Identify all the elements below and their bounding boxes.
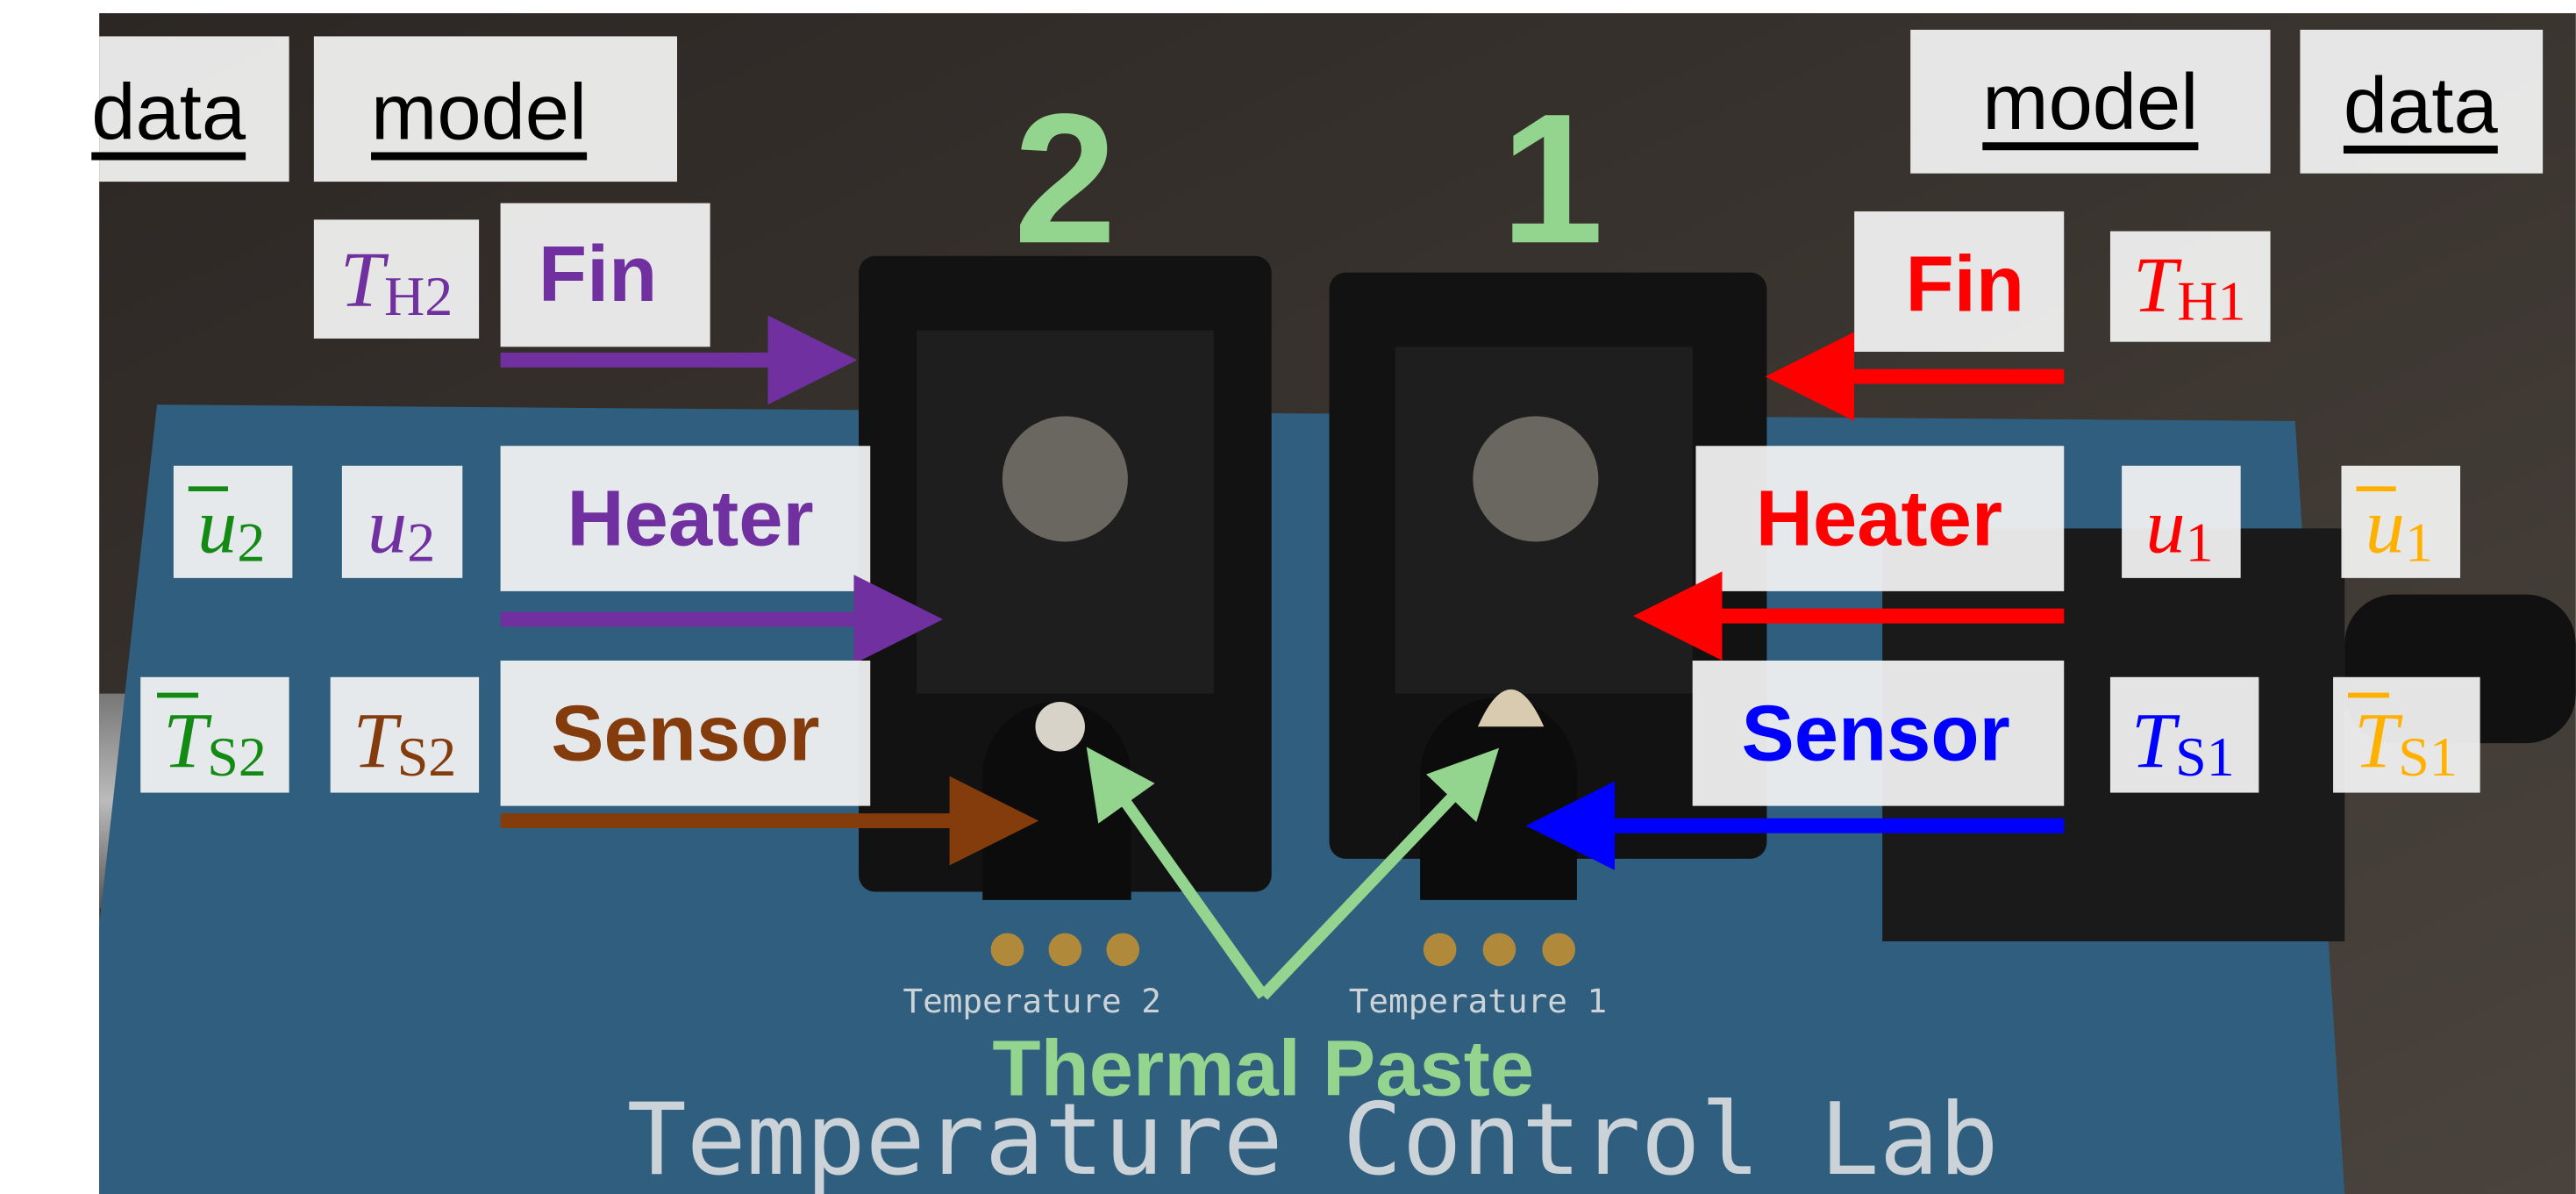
- label-box: [1854, 211, 2065, 352]
- heater-1-screw: [1473, 416, 1599, 542]
- symbol-box: [313, 219, 480, 339]
- label-sensor: Sensor: [1742, 689, 2010, 777]
- header-data: data: [91, 68, 246, 157]
- thermal-paste-1: [1477, 689, 1545, 727]
- heater-2-screw: [1002, 416, 1128, 542]
- symbol-T-H1: TH1: [2133, 240, 2245, 332]
- label-box: [1695, 446, 2065, 591]
- heater-number: 2: [1014, 75, 1117, 282]
- symbol-box: [2341, 465, 2461, 578]
- label-box: [500, 203, 710, 347]
- symbol-box: [330, 676, 480, 793]
- label-heater: Heater: [567, 475, 813, 563]
- symbol-box: [173, 465, 293, 578]
- arrow-paste-1: [1259, 747, 1500, 1000]
- header-model: model: [371, 68, 587, 157]
- label-fin: Fin: [539, 230, 657, 318]
- label-sensor: Sensor: [551, 689, 819, 777]
- label-box: [500, 446, 871, 591]
- symbol-box: [341, 465, 463, 578]
- heater-number: 1: [1501, 75, 1603, 282]
- symbol-T-S1: TS1: [2131, 696, 2235, 788]
- label-thermal-paste: Thermal Paste: [992, 1024, 1534, 1112]
- symbol-T-bar-S2: TS2: [163, 696, 267, 788]
- arrow-paste-2: [1086, 747, 1268, 999]
- thermal-paste-2: [1035, 702, 1085, 752]
- header-box: [2300, 29, 2544, 174]
- label-fin: Fin: [1906, 240, 2024, 328]
- header-box: [1910, 29, 2271, 174]
- symbol-T-bar-S1: TS1: [2354, 696, 2458, 788]
- symbol-u-bar-1: u1: [2365, 481, 2433, 573]
- symbol-T-S2: TS2: [353, 696, 456, 788]
- symbol-u-1: u1: [2145, 481, 2213, 573]
- symbol-u-2: u2: [367, 481, 435, 573]
- symbol-u-bar-2: u2: [197, 481, 265, 573]
- silkscreen-temperature-1: Temperature 1: [1349, 982, 1607, 1020]
- symbol-box: [2109, 231, 2271, 342]
- header-data: data: [2344, 61, 2499, 150]
- header-model: model: [1982, 58, 2198, 147]
- solder-pads: [990, 933, 1576, 967]
- silkscreen-temperature-2: Temperature 2: [903, 982, 1160, 1020]
- label-box: [1692, 660, 2065, 806]
- label-heater: Heater: [1756, 475, 2002, 563]
- symbol-box: [2122, 465, 2241, 578]
- header-box: [313, 36, 677, 182]
- header-box: [99, 36, 289, 182]
- symbol-T-H2: TH2: [340, 235, 453, 327]
- silkscreen-title: Temperature Control Lab: [627, 1082, 1999, 1194]
- symbol-box: [2109, 676, 2259, 793]
- label-box: [500, 660, 871, 806]
